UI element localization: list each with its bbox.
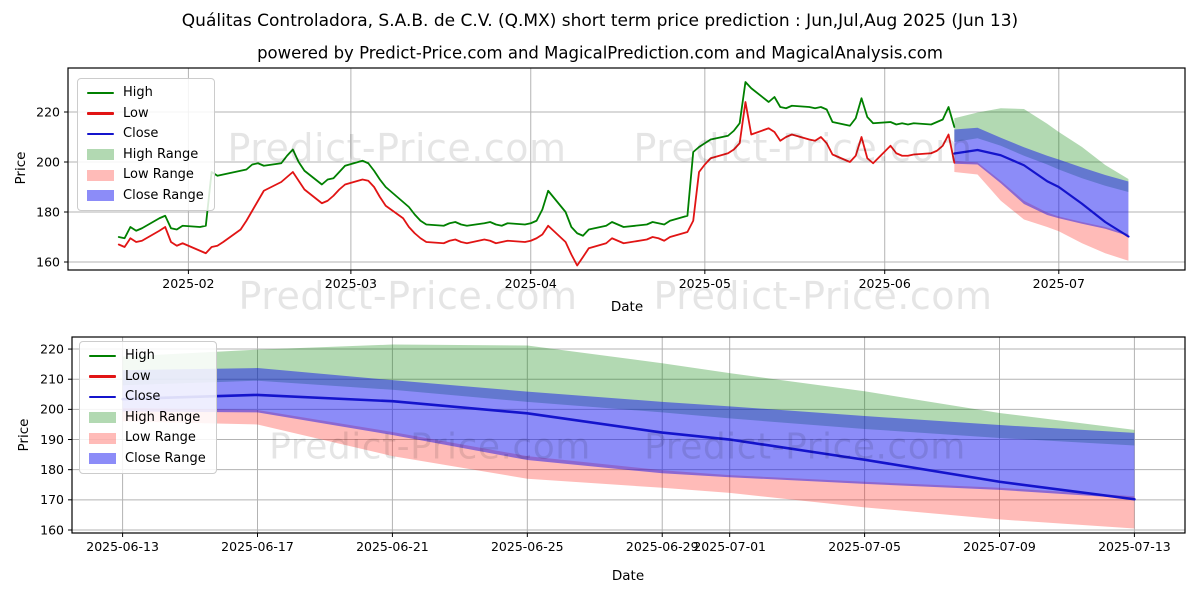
legend-item-high-top: High: [87, 85, 204, 101]
y-tick-label: 190: [40, 432, 64, 447]
x-tick-label: 2025-06-25: [491, 539, 564, 554]
x-tick-label: 2025-07-05: [828, 539, 901, 554]
legend-line-swatch: [87, 112, 114, 115]
legend-line-swatch: [87, 132, 114, 136]
close-range-band: [954, 127, 1129, 236]
legend-label: Close: [123, 126, 159, 141]
legend-item-close-top: Close: [87, 126, 204, 142]
legend-item-close-range-bottom: Close Range: [89, 451, 206, 467]
x-axis-label-bottom: Date: [611, 568, 645, 584]
legend-label: Close Range: [123, 187, 204, 203]
figure-subtitle: powered by Predict-Price.com and Magical…: [257, 43, 943, 63]
legend-item-high-range-bottom: High Range: [89, 410, 206, 426]
y-tick-label: 200: [40, 402, 64, 417]
x-tick-label: 2025-07-13: [1098, 539, 1171, 554]
legend-line-swatch: [89, 395, 116, 399]
x-tick-label: 2025-07-01: [693, 539, 766, 554]
legend-item-low-bottom: Low: [89, 369, 206, 385]
legend-item-high-range-top: High Range: [87, 147, 204, 163]
legend-patch-swatch: [89, 453, 116, 464]
legend-label: Low Range: [123, 167, 194, 182]
close-line: [953, 148, 1130, 238]
legend-label: High: [123, 85, 153, 100]
y-tick-label: 200: [36, 154, 60, 169]
watermark-text: Predict-Price.com: [238, 274, 578, 318]
legend-patch-swatch: [87, 190, 114, 201]
x-axis-label-top: Date: [610, 299, 644, 315]
x-tick-label: 2025-02: [162, 276, 214, 291]
legend-patch-swatch: [89, 432, 116, 444]
watermark-text: Predict-Price.com: [269, 426, 591, 468]
legend-label: Low Range: [125, 430, 196, 445]
x-tick-label: 2025-07-09: [963, 539, 1036, 554]
y-axis-label-bottom: Price: [16, 418, 32, 452]
legend-item-close-bottom: Close: [89, 389, 206, 405]
watermark-text: Predict-Price.com: [633, 126, 973, 170]
legend-label: High Range: [125, 409, 201, 425]
legend-line-swatch: [89, 354, 116, 358]
legend-label: Close Range: [125, 450, 206, 466]
legend-item-close-range-top: Close Range: [87, 188, 204, 204]
y-tick-label: 170: [40, 492, 64, 507]
legend-item-low-range-bottom: Low Range: [89, 430, 206, 446]
y-tick-label: 160: [40, 522, 64, 537]
legend-label: High: [125, 348, 155, 363]
watermark-text: Predict-Price.com: [653, 274, 993, 318]
legend-patch-swatch: [89, 412, 116, 423]
x-tick-label: 2025-06-29: [626, 539, 699, 554]
y-tick-label: 180: [40, 462, 64, 477]
legend-label: Close: [125, 389, 161, 404]
x-tick-label: 2025-06-13: [86, 539, 159, 554]
legend-top: High Low Close High Range Low Range Close Ran…: [77, 78, 215, 211]
watermark-text: Predict-Price.com: [227, 126, 567, 170]
figure-title: Quálitas Controladora, S.A.B. de C.V. (Q…: [181, 11, 1019, 31]
legend-label: High Range: [123, 146, 199, 162]
plot-border: [71, 336, 1186, 534]
x-tick-label: 2025-07: [1033, 276, 1085, 291]
y-tick-label: 220: [40, 341, 64, 356]
y-tick-label: 210: [40, 372, 64, 387]
legend-bottom: High Low Close High Range Low Range Close Ran…: [79, 341, 217, 474]
high-range-band: [954, 108, 1129, 192]
y-tick-label: 180: [36, 204, 60, 219]
y-axis-label-top: Price: [13, 151, 29, 185]
legend-label: Low: [125, 368, 151, 384]
y-tick-label: 220: [36, 104, 60, 119]
legend-item-low-range-top: Low Range: [87, 167, 204, 183]
legend-patch-swatch: [87, 149, 114, 160]
y-tick-label: 160: [36, 254, 60, 269]
low-range-band: [954, 160, 1129, 261]
legend-label: Low: [123, 105, 149, 121]
legend-line-swatch: [89, 375, 116, 378]
x-tick-label: 2025-06-17: [221, 539, 294, 554]
legend-item-high-bottom: High: [89, 348, 206, 364]
legend-patch-swatch: [87, 169, 114, 181]
legend-item-low-top: Low: [87, 106, 204, 122]
watermark-text: Predict-Price.com: [644, 426, 966, 468]
x-tick-label: 2025-06-21: [356, 539, 429, 554]
legend-line-swatch: [87, 91, 114, 95]
